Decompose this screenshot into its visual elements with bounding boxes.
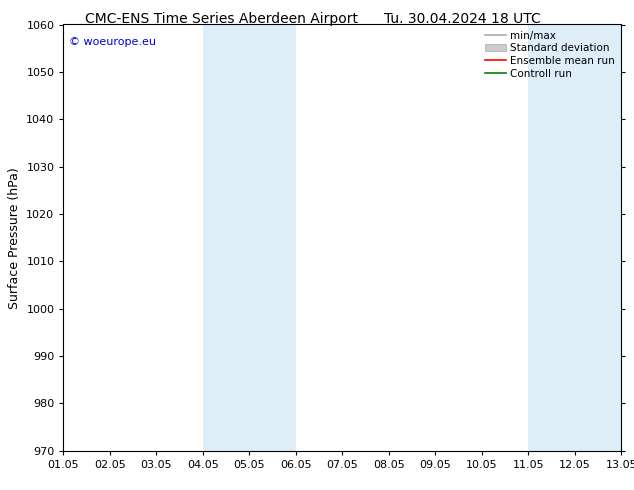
Text: Tu. 30.04.2024 18 UTC: Tu. 30.04.2024 18 UTC [384,12,541,26]
Bar [203,24,296,451]
Y-axis label: Surface Pressure (hPa): Surface Pressure (hPa) [8,167,21,309]
Bar [528,24,621,451]
Text: CMC-ENS Time Series Aberdeen Airport: CMC-ENS Time Series Aberdeen Airport [86,12,358,26]
Legend: min/max, Standard deviation, Ensemble mean run, Controll run: min/max, Standard deviation, Ensemble me… [482,27,618,82]
Text: © woeurope.eu: © woeurope.eu [69,37,156,48]
